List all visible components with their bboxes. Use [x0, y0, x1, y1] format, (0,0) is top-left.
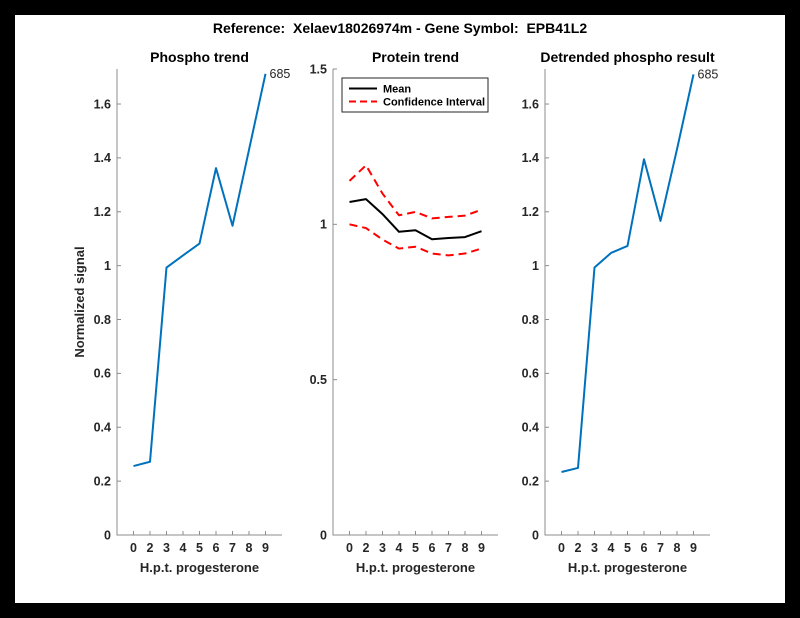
y-tick-label: 1.5	[310, 62, 327, 76]
y-tick-label: 1.4	[522, 151, 539, 165]
y-tick-label: 0.8	[522, 313, 539, 327]
x-tick-label: 3	[379, 541, 386, 555]
legend-box	[341, 77, 489, 113]
subplot-title: Detrended phospho result	[540, 49, 715, 65]
y-tick-label: 1	[104, 259, 111, 273]
x-axis-label: H.p.t. progesterone	[356, 560, 475, 575]
x-tick-label: 9	[262, 541, 269, 555]
axes-frame	[544, 69, 710, 536]
endpoint-annotation: 685	[698, 67, 719, 81]
x-tick-label: 8	[246, 541, 253, 555]
x-tick-label: 0	[130, 541, 137, 555]
subplots-canvas: 0 2 3 4 5 6 7 8 900.20.40.60.811.21.41.6Phospho …	[72, 49, 719, 575]
y-tick-label: 1.6	[522, 97, 539, 111]
y-tick-label: 0	[320, 528, 327, 542]
series-detrended-phospho-signal	[561, 74, 695, 473]
x-tick-label: 5	[412, 541, 419, 555]
series-confidence-interval-upper	[348, 164, 482, 220]
x-axis-label: H.p.t. progesterone	[140, 560, 259, 575]
y-tick-label: 1.6	[94, 97, 111, 111]
series-phospho-signal	[133, 73, 267, 468]
x-tick-label: 8	[674, 541, 681, 555]
subplot-title: Phospho trend	[150, 49, 249, 65]
x-tick-label: 2	[363, 541, 370, 555]
x-tick-label: 4	[396, 541, 403, 555]
x-tick-label: 7	[657, 541, 664, 555]
subplot-3: 0 2 3 4 5 6 7 8 900.20.40.60.811.21.41.6Detrende…	[522, 49, 719, 575]
y-tick-label: 0.4	[94, 421, 111, 435]
legend-label: Confidence Interval	[383, 97, 485, 109]
figure-title: Reference: Xelaev18026974m - Gene Symbol…	[212, 20, 588, 36]
x-tick-label: 5	[196, 541, 203, 555]
x-tick-label: 0	[558, 541, 565, 555]
x-tick-label: 4	[608, 541, 615, 555]
x-tick-label: 0	[346, 541, 353, 555]
x-tick-label: 7	[229, 541, 236, 555]
x-tick-label: 5	[624, 541, 631, 555]
x-tick-label: 9	[478, 541, 485, 555]
x-tick-label: 6	[213, 541, 220, 555]
subplot-1: 0 2 3 4 5 6 7 8 900.20.40.60.811.21.41.6Phospho …	[72, 49, 290, 575]
x-tick-label: 6	[641, 541, 648, 555]
x-tick-label: 2	[147, 541, 154, 555]
y-tick-label: 0	[104, 528, 111, 542]
y-tick-label: 0.6	[94, 367, 111, 381]
axes-frame	[332, 69, 498, 536]
series-mean	[349, 198, 482, 241]
y-tick-label: 1.4	[94, 151, 111, 165]
y-axis-label: Normalized signal	[72, 246, 87, 357]
y-tick-label: 1.2	[522, 205, 539, 219]
x-tick-label: 3	[163, 541, 170, 555]
matlab-figure: Reference: Xelaev18026974m - Gene Symbol…	[15, 15, 785, 603]
x-tick-label: 7	[445, 541, 452, 555]
x-tick-label: 8	[462, 541, 469, 555]
series-confidence-interval-lower	[349, 223, 482, 257]
y-tick-label: 1	[532, 259, 539, 273]
x-axis-label: H.p.t. progesterone	[568, 560, 687, 575]
y-tick-label: 0.2	[522, 474, 539, 488]
x-tick-label: 6	[429, 541, 436, 555]
y-tick-label: 0.4	[522, 421, 539, 435]
y-tick-label: 0.5	[310, 373, 327, 387]
legend-label: Mean	[383, 84, 411, 96]
axes-frame	[116, 69, 282, 536]
y-tick-label: 1.2	[94, 205, 111, 219]
y-tick-label: 0.2	[94, 474, 111, 488]
y-tick-label: 0.8	[94, 313, 111, 327]
y-tick-label: 1	[320, 218, 327, 232]
x-tick-label: 4	[180, 541, 187, 555]
subplot-title: Protein trend	[372, 49, 459, 65]
x-tick-label: 2	[575, 541, 582, 555]
y-tick-label: 0	[532, 528, 539, 542]
y-tick-label: 0.6	[522, 367, 539, 381]
endpoint-annotation: 685	[270, 67, 291, 81]
x-tick-label: 3	[591, 541, 598, 555]
x-tick-label: 9	[690, 541, 697, 555]
